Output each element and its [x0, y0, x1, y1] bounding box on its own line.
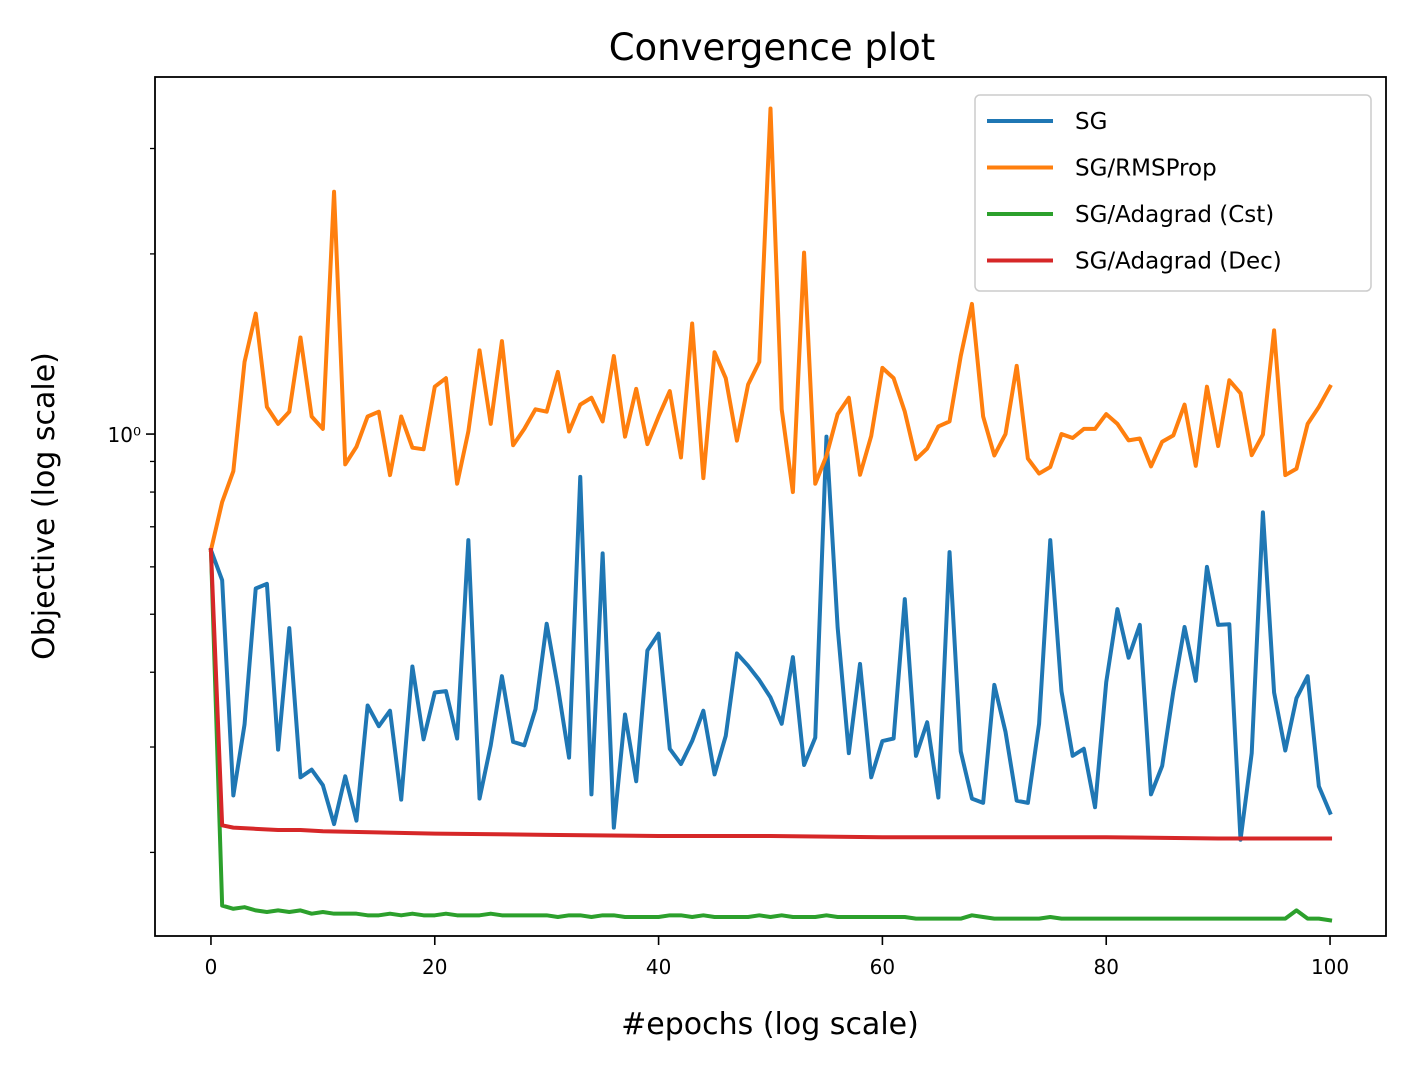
- y-axis-ticks: 10⁰: [108, 147, 155, 854]
- x-axis-ticks: 0 20 40 60 80 100: [205, 936, 1349, 979]
- series-line-1: [208, 106, 1333, 553]
- plot-area: 0 20 40 60 80 100 10⁰: [108, 76, 1387, 979]
- legend-label-0: SG: [1075, 109, 1107, 135]
- x-tick-label: 0: [205, 955, 218, 979]
- x-axis-label: #epochs (log scale): [621, 1007, 919, 1042]
- chart-title: Convergence plot: [609, 26, 936, 69]
- legend-label-3: SG/Adagrad (Dec): [1075, 249, 1282, 275]
- x-tick-label: 100: [1311, 955, 1349, 979]
- series-line-2: [208, 548, 1333, 923]
- series-line-3: [208, 547, 1333, 841]
- legend-label-2: SG/Adagrad (Cst): [1075, 202, 1274, 228]
- x-tick-label: 40: [646, 955, 671, 979]
- series-lines: [208, 106, 1333, 923]
- legend: SG SG/RMSProp SG/Adagrad (Cst) SG/Adagrad (…: [974, 94, 1372, 292]
- legend-entries: SG SG/RMSProp SG/Adagrad (Cst) SG/Adagrad (…: [987, 109, 1282, 275]
- y-tick-label: 10⁰: [108, 423, 141, 447]
- x-tick-label: 80: [1094, 955, 1119, 979]
- y-axis-label: Objective (log scale): [27, 352, 62, 660]
- legend-label-1: SG/RMSProp: [1075, 156, 1217, 182]
- x-tick-label: 60: [870, 955, 895, 979]
- legend-box: [974, 94, 1372, 292]
- axes-frame: [154, 76, 1387, 937]
- series-line-0: [208, 434, 1333, 842]
- x-tick-label: 20: [422, 955, 447, 979]
